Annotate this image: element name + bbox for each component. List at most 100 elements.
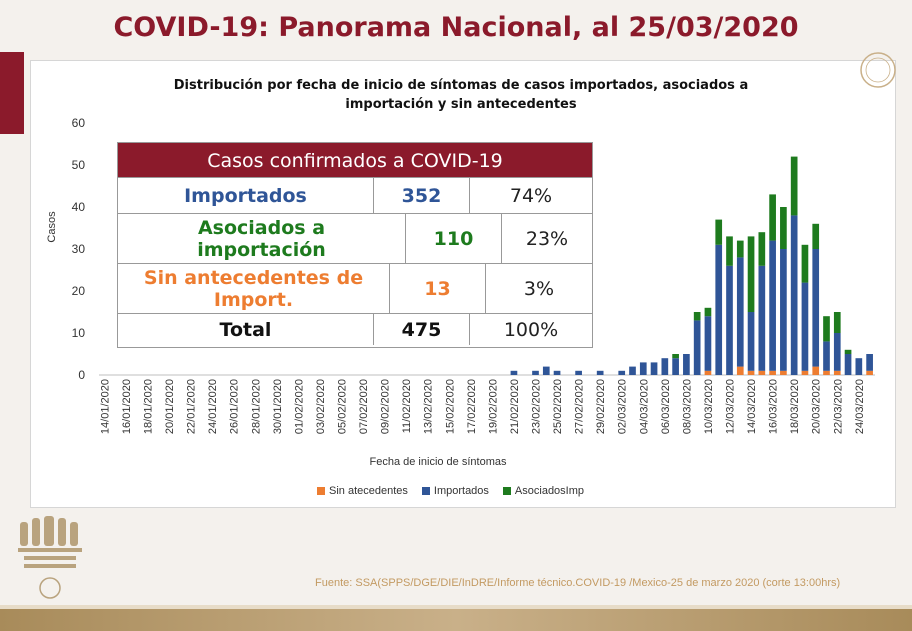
footer-bar — [0, 609, 912, 631]
legend-swatch — [421, 487, 430, 495]
bar-importados — [704, 316, 712, 371]
bar-importados — [736, 257, 744, 367]
x-tick-label: 13/02/2020 — [423, 379, 435, 434]
bar-sin-antecedentes — [758, 370, 766, 375]
bar-sin-antecedentes — [780, 370, 787, 375]
bar-asociados — [833, 312, 841, 333]
bar-importados — [618, 370, 626, 375]
chart-title: Distribución por fecha de inicio de sínt… — [173, 78, 749, 112]
legend-label: Sin atecedentes — [329, 485, 408, 497]
y-tick-label: 40 — [72, 200, 86, 214]
legend-swatch — [502, 487, 511, 495]
bar-importados — [801, 282, 809, 371]
bar-importados — [844, 354, 852, 375]
bar-sin-antecedentes — [747, 370, 755, 375]
chart-panel: 0 10 20 30 40 50 60 14/01/2020 16/01/2020 18/01/2… — [30, 60, 896, 508]
bar-asociados — [844, 349, 852, 354]
bar-importados — [790, 215, 798, 375]
bar-importados — [693, 320, 701, 375]
x-tick-label: 24/03/2020 — [854, 379, 866, 434]
legend-item-asociados: AsociadosImp — [502, 485, 585, 497]
bar-asociados — [726, 236, 733, 266]
bar-asociados — [790, 156, 798, 216]
bar-sin-antecedentes — [704, 370, 712, 375]
summary-table: Casos confirmados a COVID-19 Importados … — [117, 142, 593, 348]
bar-asociados — [769, 194, 776, 241]
bar-sin-antecedentes — [833, 370, 841, 375]
bar-importados — [715, 244, 723, 375]
bar-importados — [639, 362, 647, 375]
summary-row-sin-antecedentes: Sin antecedentes de Import. 13 3% — [118, 263, 592, 313]
legend-item-sin: Sin atecedentes — [317, 485, 408, 497]
bar-importados — [510, 370, 518, 375]
x-tick-label: 24/01/2020 — [207, 379, 219, 434]
summary-row-importados: Importados 352 74% — [118, 177, 592, 213]
bar-sin-antecedentes — [736, 366, 744, 375]
bar-sin-antecedentes — [812, 366, 820, 375]
legend-label: Importados — [433, 485, 489, 497]
y-tick-label: 10 — [72, 326, 86, 340]
x-tick-label: 04/03/2020 — [638, 379, 650, 434]
summary-percent: 100% — [503, 318, 559, 341]
chart-legend: Sin atecedentes Importados AsociadosImp — [317, 485, 584, 497]
summary-count: 110 — [406, 214, 502, 263]
bar-asociados — [758, 232, 766, 266]
brand-accent-bar — [0, 52, 24, 134]
bar-importados — [672, 358, 679, 375]
x-tick-label: 15/02/2020 — [444, 379, 456, 434]
summary-label: Total — [118, 314, 374, 345]
x-tick-label: 30/01/2020 — [272, 379, 284, 434]
y-tick-label: 30 — [72, 242, 86, 256]
x-tick-label: 09/02/2020 — [380, 379, 392, 434]
bar-importados — [833, 333, 841, 371]
bar-importados — [780, 249, 787, 371]
bar-importados — [769, 240, 776, 371]
summary-percent: 23% — [525, 227, 569, 250]
chart-svg: 0 10 20 30 40 50 60 14/01/2020 16/01/2020 18/01/2… — [46, 116, 875, 468]
x-tick-label: 03/02/2020 — [315, 379, 327, 434]
legend-item-importados: Importados — [421, 485, 489, 497]
x-tick-label: 07/02/2020 — [358, 379, 370, 434]
bar-asociados — [801, 244, 809, 283]
bar-importados — [661, 358, 669, 375]
summary-label: Sin antecedentes de Import. — [118, 264, 390, 313]
bar-importados — [683, 354, 690, 375]
government-seal-icon — [860, 52, 896, 88]
x-tick-label: 11/02/2020 — [401, 379, 413, 433]
bar-asociados — [736, 240, 744, 258]
bar-sin-antecedentes — [823, 370, 830, 375]
x-tick-label: 18/03/2020 — [789, 379, 801, 434]
y-tick-label: 50 — [72, 158, 86, 172]
x-tick-label: 26/01/2020 — [229, 379, 241, 434]
summary-count: 352 — [374, 178, 470, 213]
x-tick-label: 19/02/2020 — [487, 379, 499, 434]
x-tick-label: 16/03/2020 — [768, 379, 780, 434]
legend-label: AsociadosImp — [514, 485, 585, 497]
bar-importados — [855, 358, 863, 375]
x-tick-label: 01/02/2020 — [293, 379, 305, 434]
bar-importados — [553, 370, 561, 375]
x-tick-label: 18/01/2020 — [143, 379, 155, 434]
bar-asociados — [693, 312, 701, 321]
x-tick-label: 28/01/2020 — [250, 379, 262, 434]
summary-label: Importados — [118, 178, 374, 213]
bar-asociados — [780, 207, 787, 249]
bar-asociados — [812, 223, 820, 249]
summary-count: 13 — [390, 264, 486, 313]
x-tick-label: 17/02/2020 — [466, 379, 478, 434]
summary-label: Asociados a importación — [118, 214, 406, 263]
summary-percent: 3% — [523, 277, 555, 300]
y-axis-label: Casos — [46, 211, 58, 243]
x-tick-label: 20/01/2020 — [164, 379, 176, 434]
x-tick-label: 22/01/2020 — [186, 379, 198, 434]
x-tick-label: 05/02/2020 — [337, 379, 349, 434]
source-note: Fuente: SSA(SPPS/DGE/DIE/InDRE/Informe t… — [315, 577, 841, 589]
x-tick-label: 16/01/2020 — [121, 379, 133, 434]
bar-asociados — [747, 236, 755, 312]
y-tick-label: 20 — [72, 284, 86, 298]
summary-percent: 74% — [509, 184, 553, 207]
x-axis-label: Fecha de inicio de síntomas — [370, 456, 507, 468]
bar-sin-antecedentes — [801, 370, 809, 375]
summary-row-asociados: Asociados a importación 110 23% — [118, 213, 592, 263]
legend-swatch — [317, 487, 325, 495]
